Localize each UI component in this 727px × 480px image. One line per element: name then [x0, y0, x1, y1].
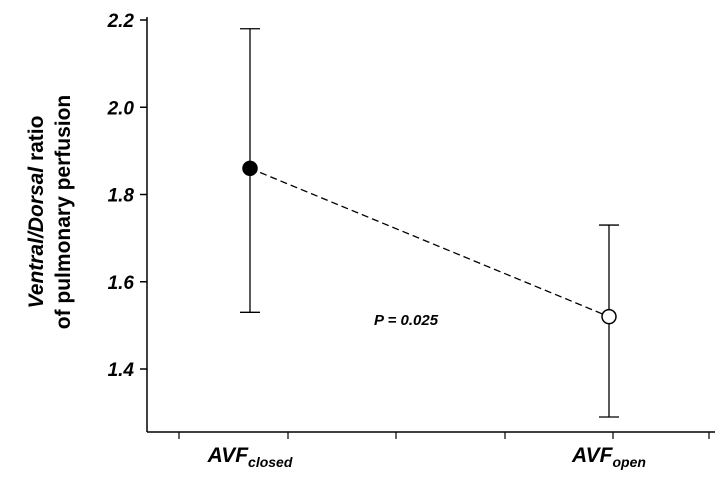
data-point-open — [601, 308, 617, 325]
x-category-subscript: open — [613, 454, 646, 470]
x-category-base: AVF — [207, 444, 250, 467]
x-category-label: AVFclosed — [207, 444, 293, 470]
y-tick-label: 1.6 — [108, 273, 135, 294]
p-value-annotation: P = 0.025 — [374, 312, 439, 329]
x-axis-ticks — [178, 432, 710, 439]
y-axis-label-italic: Ventral/Dorsal — [25, 166, 48, 309]
y-axis-label-line2: of pulmonary perfusion — [52, 95, 75, 330]
data-point-filled — [242, 160, 258, 177]
x-category-label: AVFopen — [571, 444, 646, 470]
y-axis: 1.4 1.6 1.8 2.0 2.2 — [107, 11, 147, 381]
y-tick-label: 1.8 — [108, 186, 135, 207]
y-axis-label-line1: Ventral/Dorsal ratio — [25, 116, 48, 309]
y-tick-label: 2.2 — [107, 11, 135, 32]
connector-line — [249, 167, 610, 318]
x-category-subscript: closed — [248, 454, 293, 470]
x-axis-labels: AVFclosed AVFopen — [207, 444, 646, 470]
y-tick-label: 1.4 — [108, 360, 135, 381]
plot-area — [240, 28, 619, 418]
y-axis-label-rest: ratio — [25, 116, 48, 167]
y-tick-label: 2.0 — [107, 98, 135, 119]
x-category-base: AVF — [571, 444, 614, 467]
